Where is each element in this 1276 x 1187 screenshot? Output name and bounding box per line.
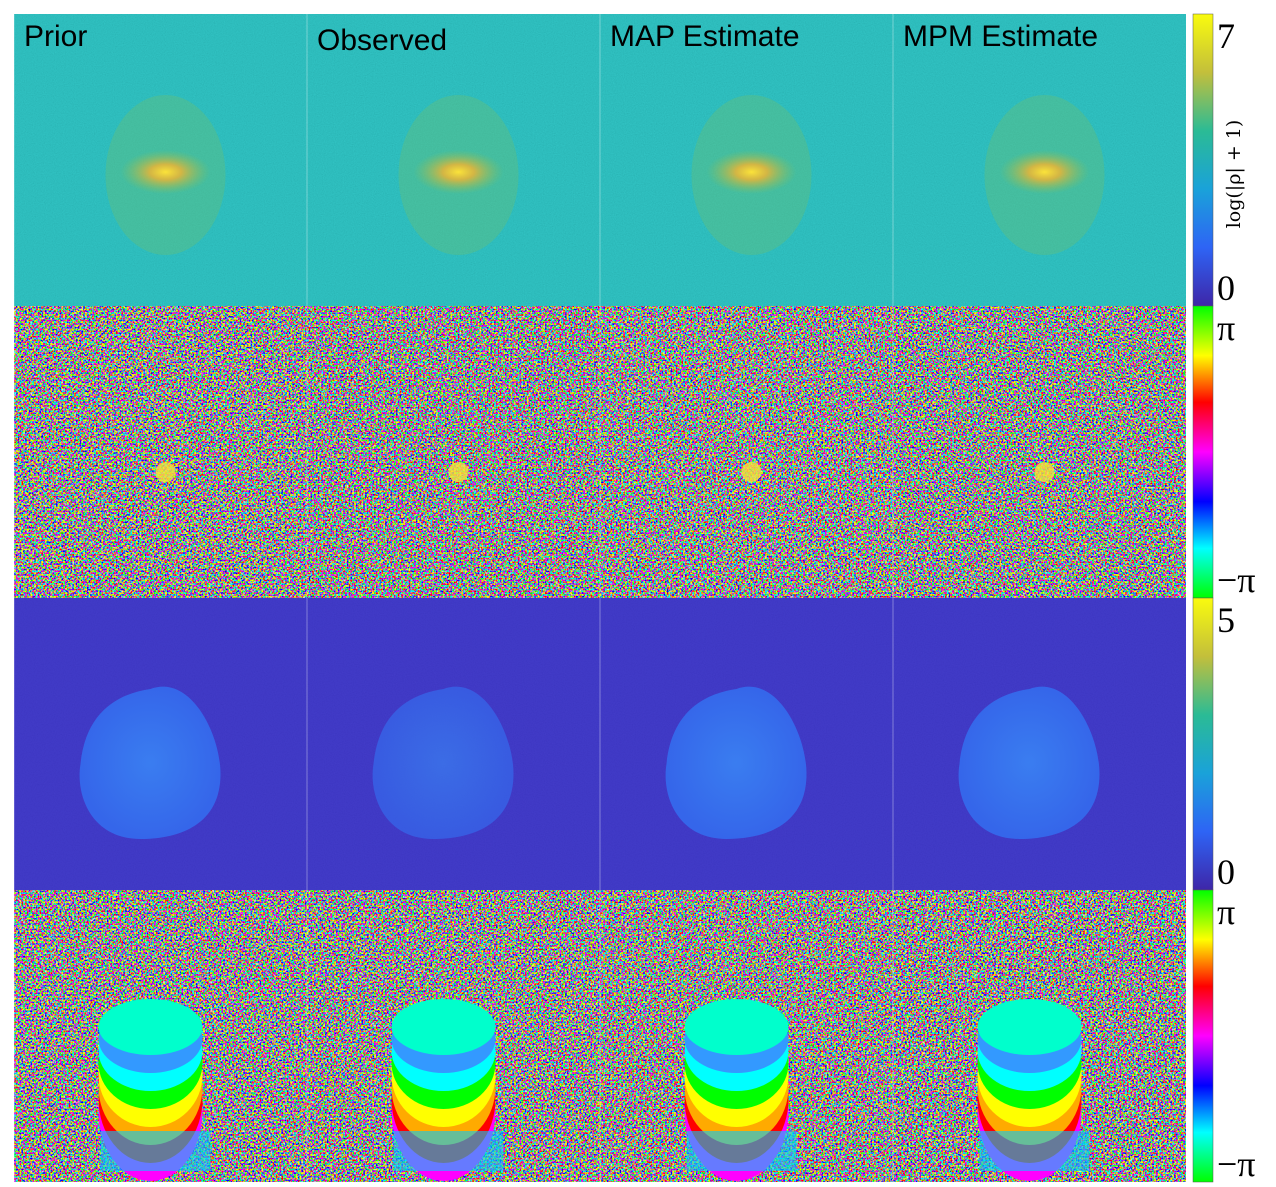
phase-noise: [100, 1131, 211, 1171]
kspace-center: [413, 150, 504, 194]
colorbar-bottom-label: 0: [1217, 852, 1235, 892]
brain: [79, 686, 221, 839]
column-title: MPM Estimate: [903, 20, 1098, 53]
colorbar-bottom-label: 0: [1217, 268, 1235, 308]
column-title: MAP Estimate: [610, 20, 800, 53]
image-panel: [600, 598, 893, 890]
image-panel: [893, 306, 1186, 598]
image-panel: [893, 890, 1186, 1182]
phase-center: [1034, 462, 1055, 482]
image-panel: [14, 306, 307, 598]
phase-noise: [893, 306, 1186, 598]
colorbar: [1192, 13, 1214, 307]
phase-noise: [307, 306, 600, 598]
colorbar-top-label: 7: [1217, 16, 1235, 56]
colorbar-label: log(|ρ| + 1): [1223, 120, 1245, 229]
image-panel: [600, 890, 893, 1182]
brain: [958, 686, 1100, 839]
brain: [665, 686, 807, 839]
kspace-center: [120, 150, 211, 194]
image-panel: [307, 306, 600, 598]
colorbar: [1192, 305, 1214, 599]
colorbar-top-label: 5: [1217, 600, 1235, 640]
phase-band: [98, 999, 203, 1055]
kspace-center: [999, 150, 1090, 194]
phase-center: [741, 462, 762, 482]
phase-center: [448, 462, 469, 482]
image-panel: [600, 306, 893, 598]
phase-band: [684, 999, 789, 1055]
phase-noise: [686, 1131, 797, 1171]
phase-noise: [600, 306, 893, 598]
image-panel: [307, 890, 600, 1182]
image-panel: [893, 598, 1186, 890]
colorbar-top-label: π: [1217, 308, 1235, 348]
image-panel: [14, 890, 307, 1182]
image-panel: [600, 14, 893, 306]
phase-band: [977, 999, 1082, 1055]
image-panel: [893, 14, 1186, 306]
column-title: Prior: [24, 20, 87, 53]
image-panel: [307, 14, 600, 306]
brain: [372, 686, 514, 839]
phase-noise: [14, 306, 307, 598]
phase-center: [155, 462, 176, 482]
colorbar-bottom-label: −π: [1217, 560, 1255, 600]
phase-band: [391, 999, 496, 1055]
image-panel: [307, 598, 600, 890]
colorbar: [1192, 597, 1214, 891]
image-panel: [14, 14, 307, 306]
phase-noise: [393, 1131, 504, 1171]
column-title: Observed: [317, 24, 447, 57]
image-panel: [14, 598, 307, 890]
colorbar: [1192, 889, 1214, 1183]
phase-noise: [979, 1131, 1090, 1171]
colorbar-bottom-label: −π: [1217, 1144, 1255, 1184]
kspace-center: [706, 150, 797, 194]
colorbar-top-label: π: [1217, 892, 1235, 932]
